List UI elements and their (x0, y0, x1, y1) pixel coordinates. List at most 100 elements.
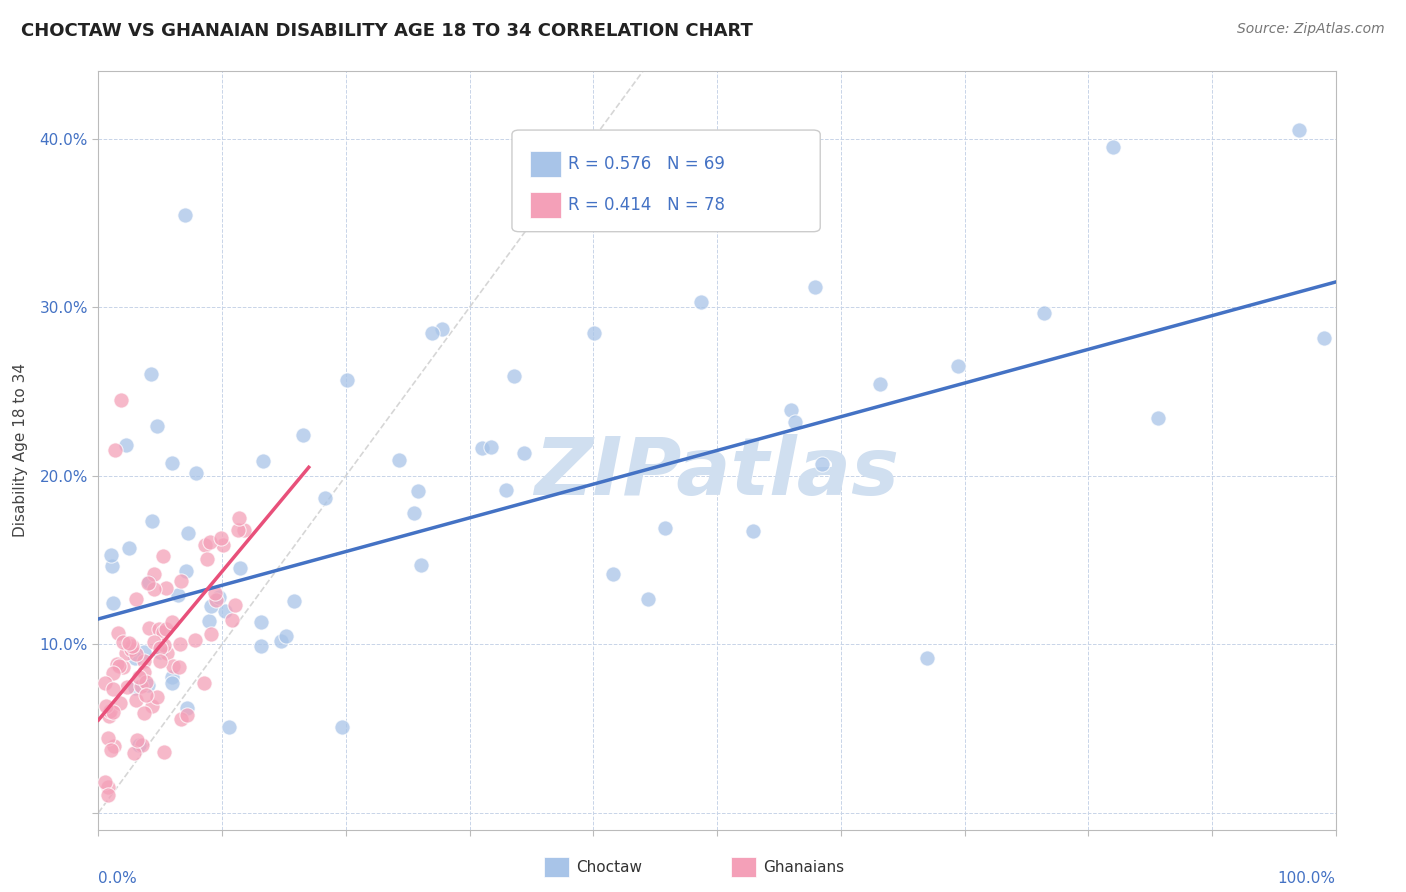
Point (153, 745, 176, 759)
Point (250, 615, 273, 629)
Point (131, 738, 153, 752)
Point (212, 538, 235, 552)
Point (96, 698, 118, 713)
Point (200, 599, 222, 614)
Point (139, 367, 162, 381)
Point (174, 208, 197, 222)
Point (101, 665, 124, 680)
Point (1102, 140, 1125, 154)
Point (105, 657, 128, 672)
Point (479, 440, 502, 454)
Point (495, 483, 517, 497)
Point (138, 621, 160, 635)
Point (135, 688, 157, 702)
Y-axis label: Disability Age 18 to 34: Disability Age 18 to 34 (14, 363, 28, 538)
Point (214, 604, 236, 618)
Point (136, 677, 159, 691)
Point (135, 675, 157, 690)
Point (108, 659, 131, 673)
Point (155, 623, 177, 637)
Point (194, 538, 217, 552)
Point (124, 651, 146, 665)
Point (103, 682, 125, 697)
Point (143, 635, 166, 649)
Point (162, 659, 184, 673)
Point (197, 551, 219, 566)
Point (134, 654, 156, 668)
Text: ZIPatlas: ZIPatlas (534, 434, 900, 512)
Text: 100.0%: 100.0% (1278, 871, 1336, 887)
Point (811, 457, 834, 471)
Point (149, 653, 172, 667)
Point (97, 788, 120, 802)
Point (184, 632, 207, 647)
Point (176, 564, 198, 578)
Point (127, 732, 149, 747)
Point (409, 558, 432, 573)
Point (118, 541, 141, 555)
Point (101, 558, 124, 573)
Point (292, 427, 315, 442)
Point (108, 696, 131, 710)
Point (152, 549, 174, 563)
Point (101, 596, 124, 610)
Point (200, 627, 222, 641)
Point (314, 491, 336, 505)
Point (169, 659, 191, 673)
Point (128, 739, 150, 753)
Point (388, 452, 411, 467)
Point (98, 708, 121, 723)
Point (209, 531, 232, 545)
Point (948, 359, 970, 374)
Text: Choctaw: Choctaw (576, 860, 643, 874)
Point (98, 704, 121, 718)
Point (148, 622, 170, 636)
Point (176, 707, 198, 722)
Text: Source: ZipAtlas.com: Source: ZipAtlas.com (1237, 22, 1385, 37)
Point (654, 520, 676, 534)
Point (132, 706, 155, 721)
Point (406, 483, 429, 498)
Point (208, 590, 231, 604)
Point (226, 523, 249, 537)
Point (1032, 306, 1054, 320)
Point (128, 670, 150, 684)
Point (186, 466, 208, 480)
Point (198, 535, 221, 549)
Point (252, 454, 274, 468)
Point (583, 326, 606, 341)
Point (97, 780, 120, 795)
Point (112, 634, 135, 648)
Point (742, 524, 765, 538)
Point (502, 369, 524, 384)
Point (124, 591, 146, 606)
Point (122, 746, 145, 760)
Text: 0.0%: 0.0% (98, 871, 138, 887)
Point (167, 588, 190, 602)
Point (156, 646, 179, 660)
Point (169, 637, 191, 651)
Point (402, 506, 425, 520)
Point (270, 633, 292, 648)
Point (193, 676, 215, 690)
Point (917, 650, 939, 665)
Point (138, 575, 160, 590)
Point (471, 441, 494, 455)
Point (146, 690, 169, 705)
Point (129, 679, 152, 693)
Point (198, 614, 221, 628)
Point (221, 613, 243, 627)
Point (1147, 410, 1170, 425)
Point (512, 446, 534, 460)
Point (224, 598, 246, 612)
Point (160, 456, 183, 470)
Point (228, 510, 250, 524)
Point (869, 376, 891, 391)
Point (141, 514, 163, 528)
Point (93, 676, 115, 690)
Point (330, 720, 353, 734)
Point (176, 700, 198, 714)
Point (145, 418, 167, 433)
Point (125, 647, 148, 661)
Point (153, 638, 176, 652)
